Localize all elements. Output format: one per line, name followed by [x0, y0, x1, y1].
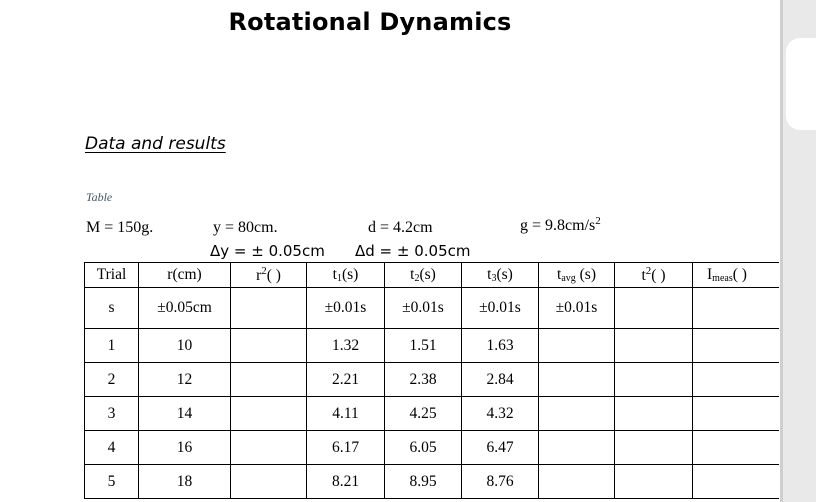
- param-y: y = 80cm.: [213, 219, 278, 236]
- header-t1: t1(s): [306, 262, 385, 288]
- cell-t1: 8.21: [306, 464, 385, 499]
- cell-trial: 5: [84, 464, 139, 499]
- param-d-uncertainty: Δd = ± 0.05cm: [355, 242, 471, 260]
- cell-r-squared: [230, 464, 307, 499]
- param-g: g = 9.8cm/s2: [520, 215, 601, 234]
- header-i-meas: Imeas( ): [692, 262, 779, 288]
- cell-tavg: [538, 430, 615, 465]
- cell-tavg: [538, 328, 615, 363]
- document-margin: [780, 0, 816, 502]
- cell-r: 18: [138, 464, 231, 499]
- section-heading: Data and results: [85, 134, 226, 154]
- cell-tavg: [538, 362, 615, 397]
- header-r: r(cm): [138, 262, 231, 288]
- table-row: 2 12 2.21 2.38 2.84: [84, 362, 779, 397]
- units-t3: ±0.01s: [461, 287, 539, 329]
- cell-t-squared: [614, 430, 693, 465]
- cell-r-squared: [230, 396, 307, 431]
- cell-t2: 6.05: [384, 430, 462, 465]
- header-tavg: tavg (s): [538, 262, 615, 288]
- units-r-squared: [230, 287, 307, 329]
- cell-t3: 2.84: [461, 362, 539, 397]
- cell-t-squared: [614, 396, 693, 431]
- table-caption: Table: [86, 190, 113, 204]
- units-tavg: ±0.01s: [538, 287, 615, 329]
- table-header-row: Trial r(cm) r2( ) t1(s) t2(s) t3(s) tavg…: [84, 262, 779, 288]
- cell-t3: 6.47: [461, 430, 539, 465]
- units-t-squared: [614, 287, 693, 329]
- cell-r: 16: [138, 430, 231, 465]
- scroll-handle[interactable]: [786, 38, 816, 130]
- table-row: 3 14 4.11 4.25 4.32: [84, 396, 779, 431]
- cell-t2: 4.25: [384, 396, 462, 431]
- cell-r-squared: [230, 362, 307, 397]
- cell-t-squared: [614, 464, 693, 499]
- param-d: d = 4.2cm: [368, 219, 433, 236]
- cell-r-squared: [230, 430, 307, 465]
- page-shadow: [780, 0, 783, 502]
- cell-tavg: [538, 464, 615, 499]
- header-t-squared: t2( ): [614, 262, 693, 288]
- cell-trial: 2: [84, 362, 139, 397]
- param-y-uncertainty: Δy = ± 0.05cm: [210, 242, 325, 260]
- cell-t2: 2.38: [384, 362, 462, 397]
- table-row: 5 18 8.21 8.95 8.76: [84, 464, 779, 499]
- data-table: Trial r(cm) r2( ) t1(s) t2(s) t3(s) tavg…: [84, 262, 779, 499]
- units-t2: ±0.01s: [384, 287, 462, 329]
- cell-t2: 8.95: [384, 464, 462, 499]
- header-t2: t2(s): [384, 262, 462, 288]
- table-units-row: s ±0.05cm ±0.01s ±0.01s ±0.01s ±0.01s: [84, 287, 779, 329]
- cell-r-squared: [230, 328, 307, 363]
- cell-r: 14: [138, 396, 231, 431]
- cell-t1: 2.21: [306, 362, 385, 397]
- header-t3: t3(s): [461, 262, 539, 288]
- cell-trial: 1: [84, 328, 139, 363]
- cell-t1: 6.17: [306, 430, 385, 465]
- cell-i-meas: [692, 464, 779, 499]
- cell-i-meas: [692, 328, 779, 363]
- cell-trial: 3: [84, 396, 139, 431]
- table-row: 1 10 1.32 1.51 1.63: [84, 328, 779, 363]
- cell-t-squared: [614, 328, 693, 363]
- cell-t3: 1.63: [461, 328, 539, 363]
- header-trial: Trial: [84, 262, 139, 288]
- header-r-squared: r2( ): [230, 262, 307, 288]
- cell-tavg: [538, 396, 615, 431]
- units-t1: ±0.01s: [306, 287, 385, 329]
- cell-t1: 1.32: [306, 328, 385, 363]
- cell-t3: 4.32: [461, 396, 539, 431]
- cell-t3: 8.76: [461, 464, 539, 499]
- param-mass: M = 150g.: [86, 219, 154, 236]
- cell-t2: 1.51: [384, 328, 462, 363]
- cell-i-meas: [692, 396, 779, 431]
- cell-r: 12: [138, 362, 231, 397]
- cell-t-squared: [614, 362, 693, 397]
- cell-trial: 4: [84, 430, 139, 465]
- units-i-meas: [692, 287, 779, 329]
- units-trial: s: [84, 287, 139, 329]
- units-r: ±0.05cm: [138, 287, 231, 329]
- cell-i-meas: [692, 430, 779, 465]
- cell-t1: 4.11: [306, 396, 385, 431]
- table-row: 4 16 6.17 6.05 6.47: [84, 430, 779, 465]
- cell-i-meas: [692, 362, 779, 397]
- cell-r: 10: [138, 328, 231, 363]
- document-title: Rotational Dynamics: [228, 8, 512, 36]
